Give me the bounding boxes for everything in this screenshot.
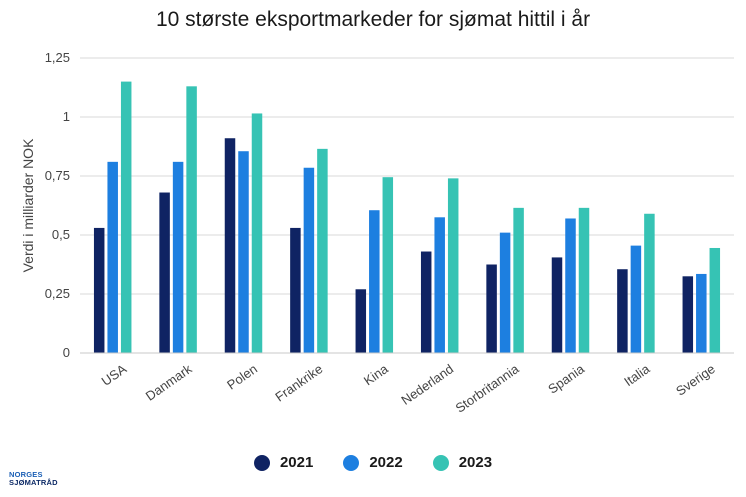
bar-2023-polen <box>251 113 263 354</box>
x-tick-label: Sverige <box>673 361 718 399</box>
bar-2023-nederland <box>447 178 459 353</box>
bar-2023-sverige <box>709 247 721 353</box>
logo-line-1: NORGES <box>9 470 43 479</box>
y-tick-label: 1 <box>63 109 70 124</box>
legend-label-2023: 2023 <box>458 454 493 471</box>
legend-swatch-2021 <box>253 454 270 471</box>
bar-2023-frankrike <box>317 148 328 353</box>
logo-line-2: SJØMATRÅD <box>9 478 58 487</box>
legend-item-2023[interactable]: 2023 <box>432 454 493 471</box>
x-tick-label: Storbritannia <box>453 361 523 416</box>
bar-2023-danmark <box>186 86 197 353</box>
x-tick-label: Danmark <box>143 361 195 404</box>
x-tick-label: USA <box>99 361 130 389</box>
bar-2022-usa <box>107 161 118 353</box>
bar-2021-polen <box>224 138 236 353</box>
y-tick-label: 0,5 <box>52 227 70 242</box>
y-axis-label: Verdi i milliarder NOK <box>20 138 36 272</box>
bar-2021-spania <box>551 257 563 353</box>
bar-2022-frankrike <box>303 167 315 353</box>
x-tick-label: Spania <box>545 361 587 397</box>
legend-swatch-2022 <box>343 454 360 471</box>
bar-2022-sverige <box>696 273 707 353</box>
norges-sjomatrad-logo: NORGES SJØMATRÅD <box>9 471 58 487</box>
bar-2021-frankrike <box>290 227 301 353</box>
y-tick-label: 0,75 <box>45 168 70 183</box>
x-tick-label: Polen <box>224 361 260 392</box>
bar-2021-storbritannia <box>486 264 497 353</box>
bar-2023-kina <box>382 177 394 353</box>
bar-2021-kina <box>355 289 367 353</box>
bar-2022-polen <box>238 151 249 353</box>
x-tick-label: Nederland <box>398 361 456 408</box>
bar-2023-storbritannia <box>513 207 524 353</box>
y-tick-label: 0 <box>63 345 70 360</box>
legend: 2021 2022 2023 <box>0 454 746 471</box>
legend-label-2022: 2022 <box>369 454 403 471</box>
bar-2022-italia <box>630 245 642 353</box>
x-tick-label: Frankrike <box>272 361 325 404</box>
bar-2022-danmark <box>172 161 184 353</box>
bar-2022-nederland <box>434 217 445 353</box>
bar-2022-storbritannia <box>499 232 511 353</box>
bar-2021-sverige <box>682 276 694 353</box>
bar-2021-usa <box>93 227 105 353</box>
bar-2021-danmark <box>159 192 170 353</box>
legend-swatch-2023 <box>432 454 449 471</box>
bar-2022-spania <box>565 218 576 353</box>
legend-label-2021: 2021 <box>279 454 314 471</box>
legend-item-2022[interactable]: 2022 <box>343 454 403 471</box>
x-tick-label: Kina <box>361 361 392 389</box>
bar-2023-spania <box>578 207 590 353</box>
legend-item-2021[interactable]: 2021 <box>253 454 314 471</box>
x-tick-label: Italia <box>621 361 653 389</box>
bar-2021-italia <box>617 269 628 353</box>
chart-title: 10 største eksportmarkeder for sjømat hi… <box>155 8 591 31</box>
bar-2023-italia <box>644 213 655 353</box>
bar-2023-usa <box>120 81 132 353</box>
y-tick-label: 1,25 <box>45 50 70 65</box>
y-tick-label: 0,25 <box>45 286 70 301</box>
bar-2022-kina <box>369 210 380 353</box>
bar-2021-nederland <box>420 251 432 353</box>
